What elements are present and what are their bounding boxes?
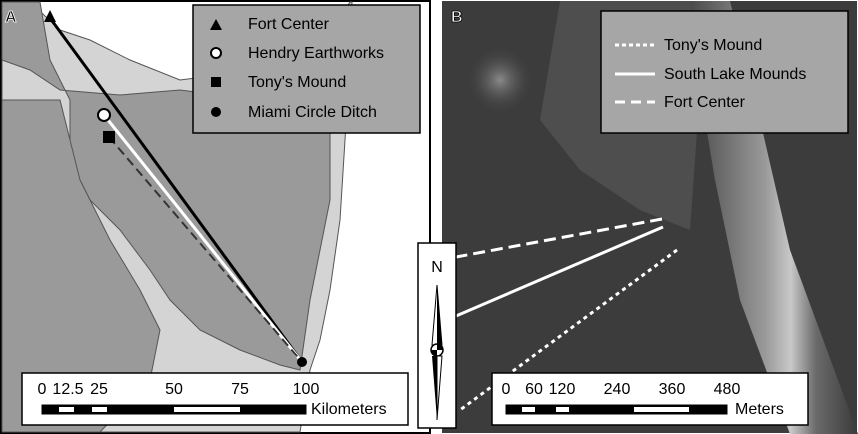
legend-symbol [211,77,221,87]
scale-label: 12.5 [52,381,83,398]
panel-a: A Fort Center Hendry Earthworks Tony's M… [1,1,430,433]
legend-label: Fort Center [664,94,746,111]
legend-label: Fort Center [248,16,330,33]
scale-unit: Kilometers [311,401,387,418]
scale-label: 25 [90,381,108,398]
north-label: N [431,259,443,276]
figure: A Fort Center Hendry Earthworks Tony's M… [0,0,858,434]
panel-b: B Tony's Mound South Lake Mounds Fort Ce… [442,1,858,434]
texture [465,45,535,115]
legend-label: South Lake Mounds [664,66,806,83]
scale-label: 60 [525,381,543,398]
panel-label: B [451,9,463,26]
scale-label: 360 [659,381,686,398]
scale-label: 240 [604,381,631,398]
scale-label: 120 [549,381,576,398]
legend-label: Hendry Earthworks [248,45,384,62]
site-hendry [98,109,110,121]
legend-symbol [211,48,221,58]
scale-label: 100 [293,381,320,398]
scale-label: 0 [502,381,511,398]
scale-label: 75 [231,381,249,398]
panel-label: A [5,9,17,26]
legend-label: Miami Circle Ditch [248,104,377,121]
site-tonys [103,131,115,143]
scale-label: 0 [38,381,47,398]
scale-bar [42,405,306,414]
legend-symbol [211,107,221,117]
north-arrow: N [418,243,456,428]
scale-unit: Meters [735,401,784,418]
scale-label: 480 [714,381,741,398]
legend-label: Tony's Mound [248,74,346,91]
legend-label: Tony's Mound [664,37,762,54]
scale-label: 50 [165,381,183,398]
scale-bar [506,405,727,414]
site-miami [297,357,307,367]
